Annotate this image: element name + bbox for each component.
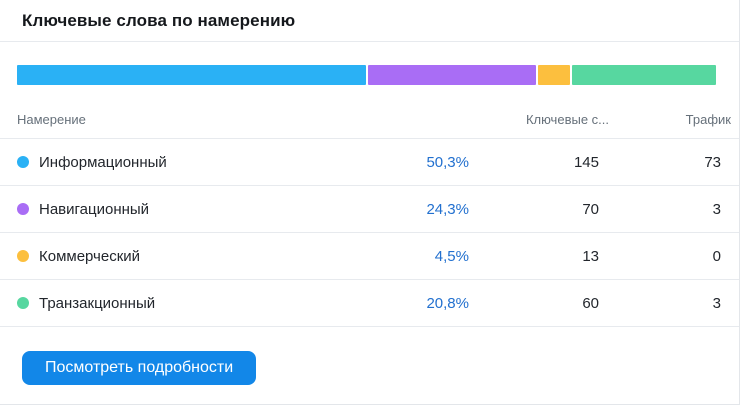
column-header-traffic: Трафик: [685, 112, 731, 127]
intent-dot-informational-icon: [17, 156, 29, 168]
keywords-count: 145: [573, 153, 599, 171]
table-row: Транзакционный 20,8% 60 3: [0, 280, 739, 327]
column-header-keywords: Ключевые с...: [525, 112, 609, 127]
traffic-value: 0: [712, 247, 721, 265]
view-details-button[interactable]: Посмотреть подробности: [22, 351, 257, 385]
bar-segment-informational: [17, 65, 366, 85]
keywords-count: 70: [582, 200, 599, 218]
intent-label: Транзакционный: [39, 294, 156, 312]
intent-label: Информационный: [39, 153, 167, 171]
intent-label: Коммерческий: [39, 247, 141, 265]
percent-link[interactable]: 24,3%: [426, 200, 469, 218]
table-row: Коммерческий 4,5% 13 0: [0, 233, 739, 280]
widget-title: Ключевые слова по намерению: [22, 10, 296, 30]
bar-segment-commercial: [538, 65, 570, 85]
intent-table: Намерение Ключевые с... Трафик Информаци…: [0, 101, 739, 327]
intent-label: Навигационный: [39, 200, 150, 218]
traffic-value: 73: [704, 153, 721, 171]
percent-link[interactable]: 50,3%: [426, 153, 469, 171]
table-row: Информационный 50,3% 145 73: [0, 139, 739, 186]
intent-dot-commercial-icon: [17, 250, 29, 262]
intent-dot-navigational-icon: [17, 203, 29, 215]
bar-segment-navigational: [367, 65, 537, 85]
keywords-count: 13: [582, 247, 599, 265]
traffic-value: 3: [712, 294, 721, 312]
intent-dot-transactional-icon: [17, 297, 29, 309]
percent-link[interactable]: 20,8%: [426, 294, 469, 312]
table-row: Навигационный 24,3% 70 3: [0, 186, 739, 233]
percent-link[interactable]: 4,5%: [434, 247, 469, 265]
widget-header: Ключевые слова по намерению: [0, 0, 739, 42]
intent-distribution-stacked-bar: [17, 65, 716, 85]
column-header-intent: Намерение: [17, 112, 86, 127]
traffic-value: 3: [712, 200, 721, 218]
bar-segment-transactional: [571, 65, 716, 85]
keywords-count: 60: [582, 294, 599, 312]
intent-table-header: Намерение Ключевые с... Трафик: [0, 101, 739, 139]
